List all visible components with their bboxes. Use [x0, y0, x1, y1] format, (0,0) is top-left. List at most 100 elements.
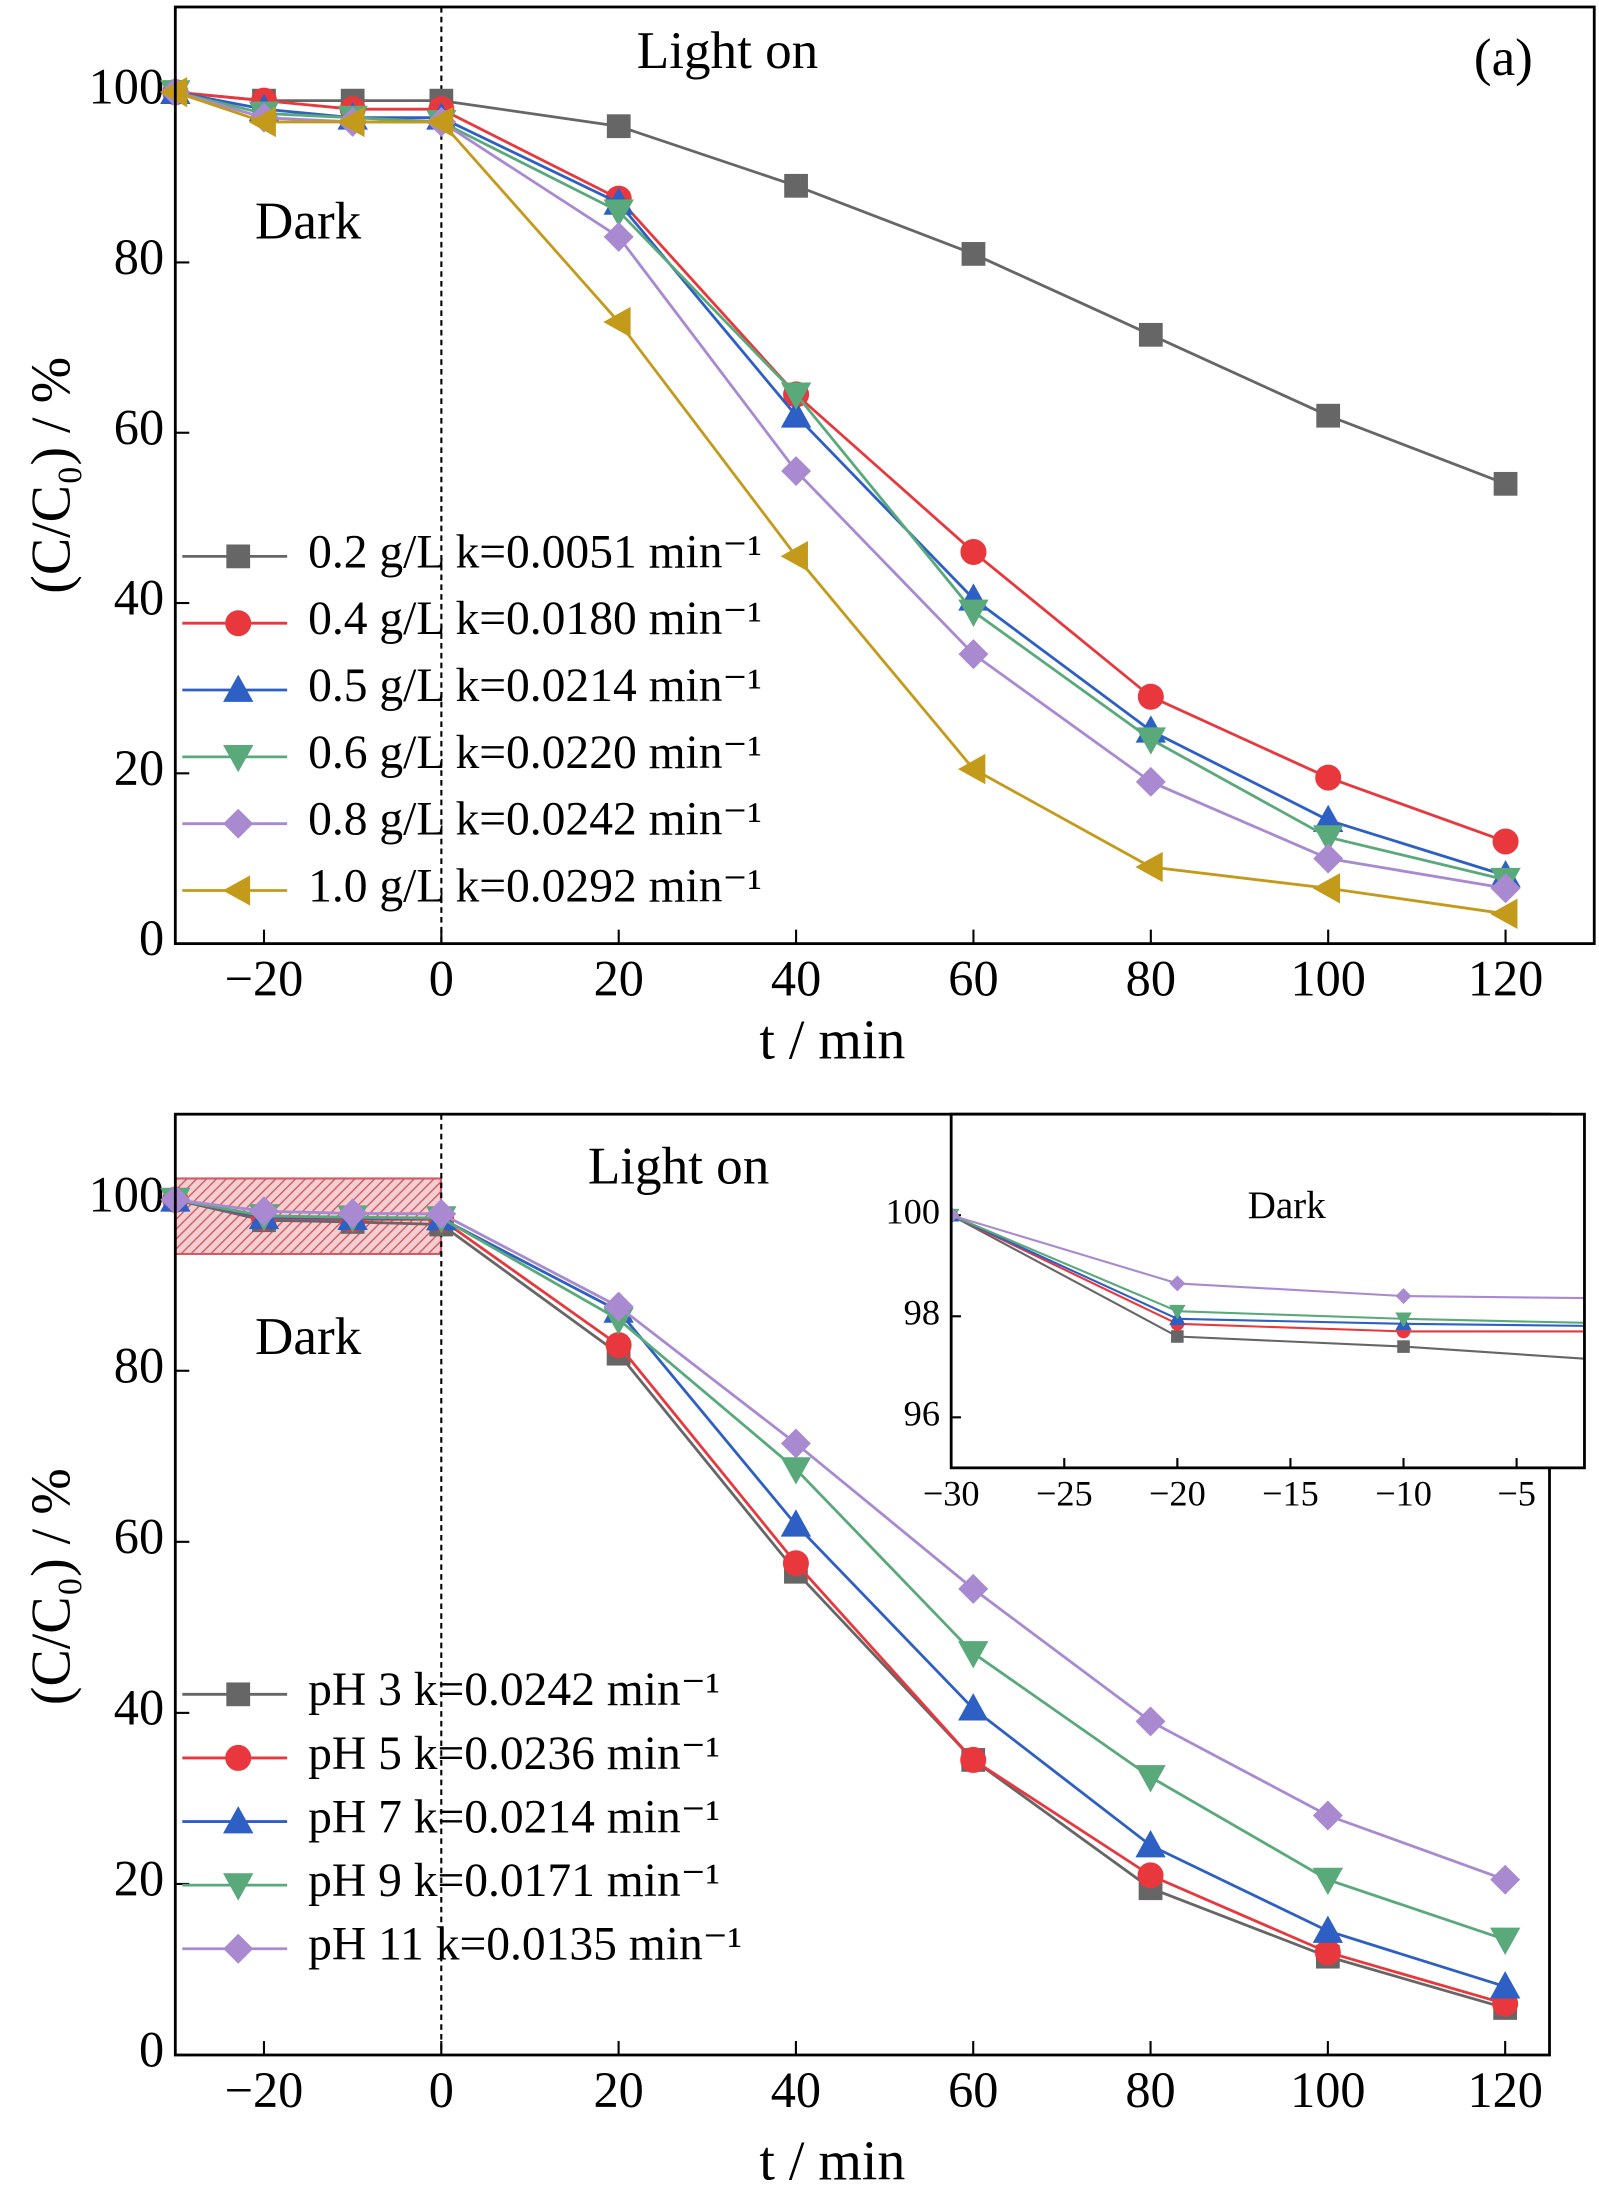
marker [1135, 1830, 1166, 1858]
legend-label: 0.6 g/L k=0.0220 min⁻¹ [308, 727, 762, 779]
legend-marker [226, 544, 251, 569]
marker [1315, 764, 1342, 791]
marker [1397, 1340, 1410, 1353]
marker [1135, 1765, 1166, 1793]
legend-marker [223, 1806, 254, 1834]
y-axis-label: (C/C₀) / % [20, 1468, 82, 1705]
legend-label: pH 11 k=0.0135 min⁻¹ [308, 1919, 742, 1971]
y-tick-label: 40 [114, 570, 164, 626]
series-line [175, 90, 1507, 486]
marker [1492, 828, 1519, 855]
legend-label: 1.0 g/L k=0.0292 min⁻¹ [308, 860, 762, 912]
legend-marker [223, 1933, 254, 1964]
marker [1395, 1312, 1412, 1328]
y-tick-label: 80 [114, 229, 164, 285]
marker [951, 1207, 960, 1224]
series-line [174, 1198, 1506, 2010]
series-line [174, 90, 1506, 882]
marker [249, 1196, 279, 1227]
series-line [174, 90, 1506, 890]
legend-marker [223, 808, 254, 839]
y-tick-label: 0 [139, 2022, 164, 2078]
marker [960, 1746, 987, 1773]
marker [1169, 1304, 1186, 1320]
legend-label: 0.4 g/L k=0.0180 min⁻¹ [308, 593, 762, 645]
marker [1490, 873, 1521, 904]
legend-marker [223, 1873, 254, 1901]
plot-frame [949, 1112, 1586, 1470]
y-tick-label: 40 [114, 1679, 164, 1735]
marker [1395, 1288, 1412, 1305]
marker [1490, 898, 1518, 929]
y-tick-label: 98 [904, 1293, 940, 1333]
y-tick-label: 100 [89, 59, 164, 115]
marker [961, 242, 986, 266]
marker [603, 199, 634, 227]
marker [781, 456, 812, 487]
plot-area [159, 76, 1521, 929]
marker [1137, 683, 1164, 710]
marker [958, 639, 989, 670]
marker [1493, 471, 1518, 496]
annotation: Dark [255, 1308, 362, 1366]
x-tick-label: 40 [771, 950, 821, 1006]
plot-frame [173, 5, 1596, 946]
series-line [951, 1214, 1585, 1333]
legend-marker [223, 674, 254, 702]
x-tick-label: 80 [1125, 2062, 1175, 2118]
y-tick-label: 100 [89, 1166, 164, 1222]
x-tick-label: −20 [225, 2062, 304, 2118]
marker [958, 1573, 989, 1604]
legend-marker [222, 875, 251, 906]
marker [605, 1332, 632, 1359]
legend-marker [223, 744, 254, 773]
plot-area [951, 1206, 1585, 1360]
series-line [174, 90, 1506, 916]
marker [780, 541, 808, 572]
x-tick-label: −25 [1036, 1473, 1093, 1513]
plot-frame [173, 1112, 1551, 2057]
marker [606, 114, 631, 139]
marker [1316, 403, 1341, 428]
marker [1490, 1927, 1521, 1955]
legend-marker [225, 1744, 252, 1771]
marker [248, 106, 276, 138]
legend-label: pH 3 k=0.0242 min⁻¹ [308, 1664, 720, 1716]
y-tick-label: 96 [904, 1394, 940, 1434]
x-tick-label: −20 [225, 950, 304, 1006]
marker [1171, 1330, 1184, 1343]
legend-label: pH 5 k=0.0236 min⁻¹ [308, 1728, 720, 1780]
marker [1312, 873, 1341, 904]
marker [958, 1641, 989, 1669]
marker [1490, 1864, 1521, 1895]
marker [603, 306, 631, 338]
marker [1313, 843, 1344, 874]
marker [425, 106, 454, 138]
series-line [951, 1214, 1585, 1300]
marker [337, 1198, 368, 1229]
x-tick-label: −30 [923, 1473, 980, 1513]
legend-label: 0.8 g/L k=0.0242 min⁻¹ [308, 794, 762, 846]
y-tick-label: 100 [885, 1192, 940, 1232]
marker [1137, 1862, 1164, 1889]
marker [1314, 1939, 1341, 1966]
y-tick-label: 60 [114, 399, 164, 455]
marker [1490, 1971, 1521, 1999]
x-tick-label: 40 [771, 2062, 821, 2118]
marker [1138, 322, 1163, 347]
x-tick-label: −10 [1375, 1473, 1432, 1513]
legend-label: 0.5 g/L k=0.0214 min⁻¹ [308, 660, 762, 712]
x-tick-label: 100 [1290, 2062, 1365, 2118]
marker [1313, 825, 1344, 853]
series-line [951, 1214, 1585, 1327]
marker [958, 599, 989, 627]
marker [960, 538, 987, 565]
annotation: Light on [588, 1138, 769, 1196]
y-tick-label: 0 [139, 910, 164, 966]
series-line [175, 1198, 1506, 1941]
marker [1135, 851, 1163, 883]
marker [780, 400, 812, 428]
marker [603, 1291, 634, 1322]
